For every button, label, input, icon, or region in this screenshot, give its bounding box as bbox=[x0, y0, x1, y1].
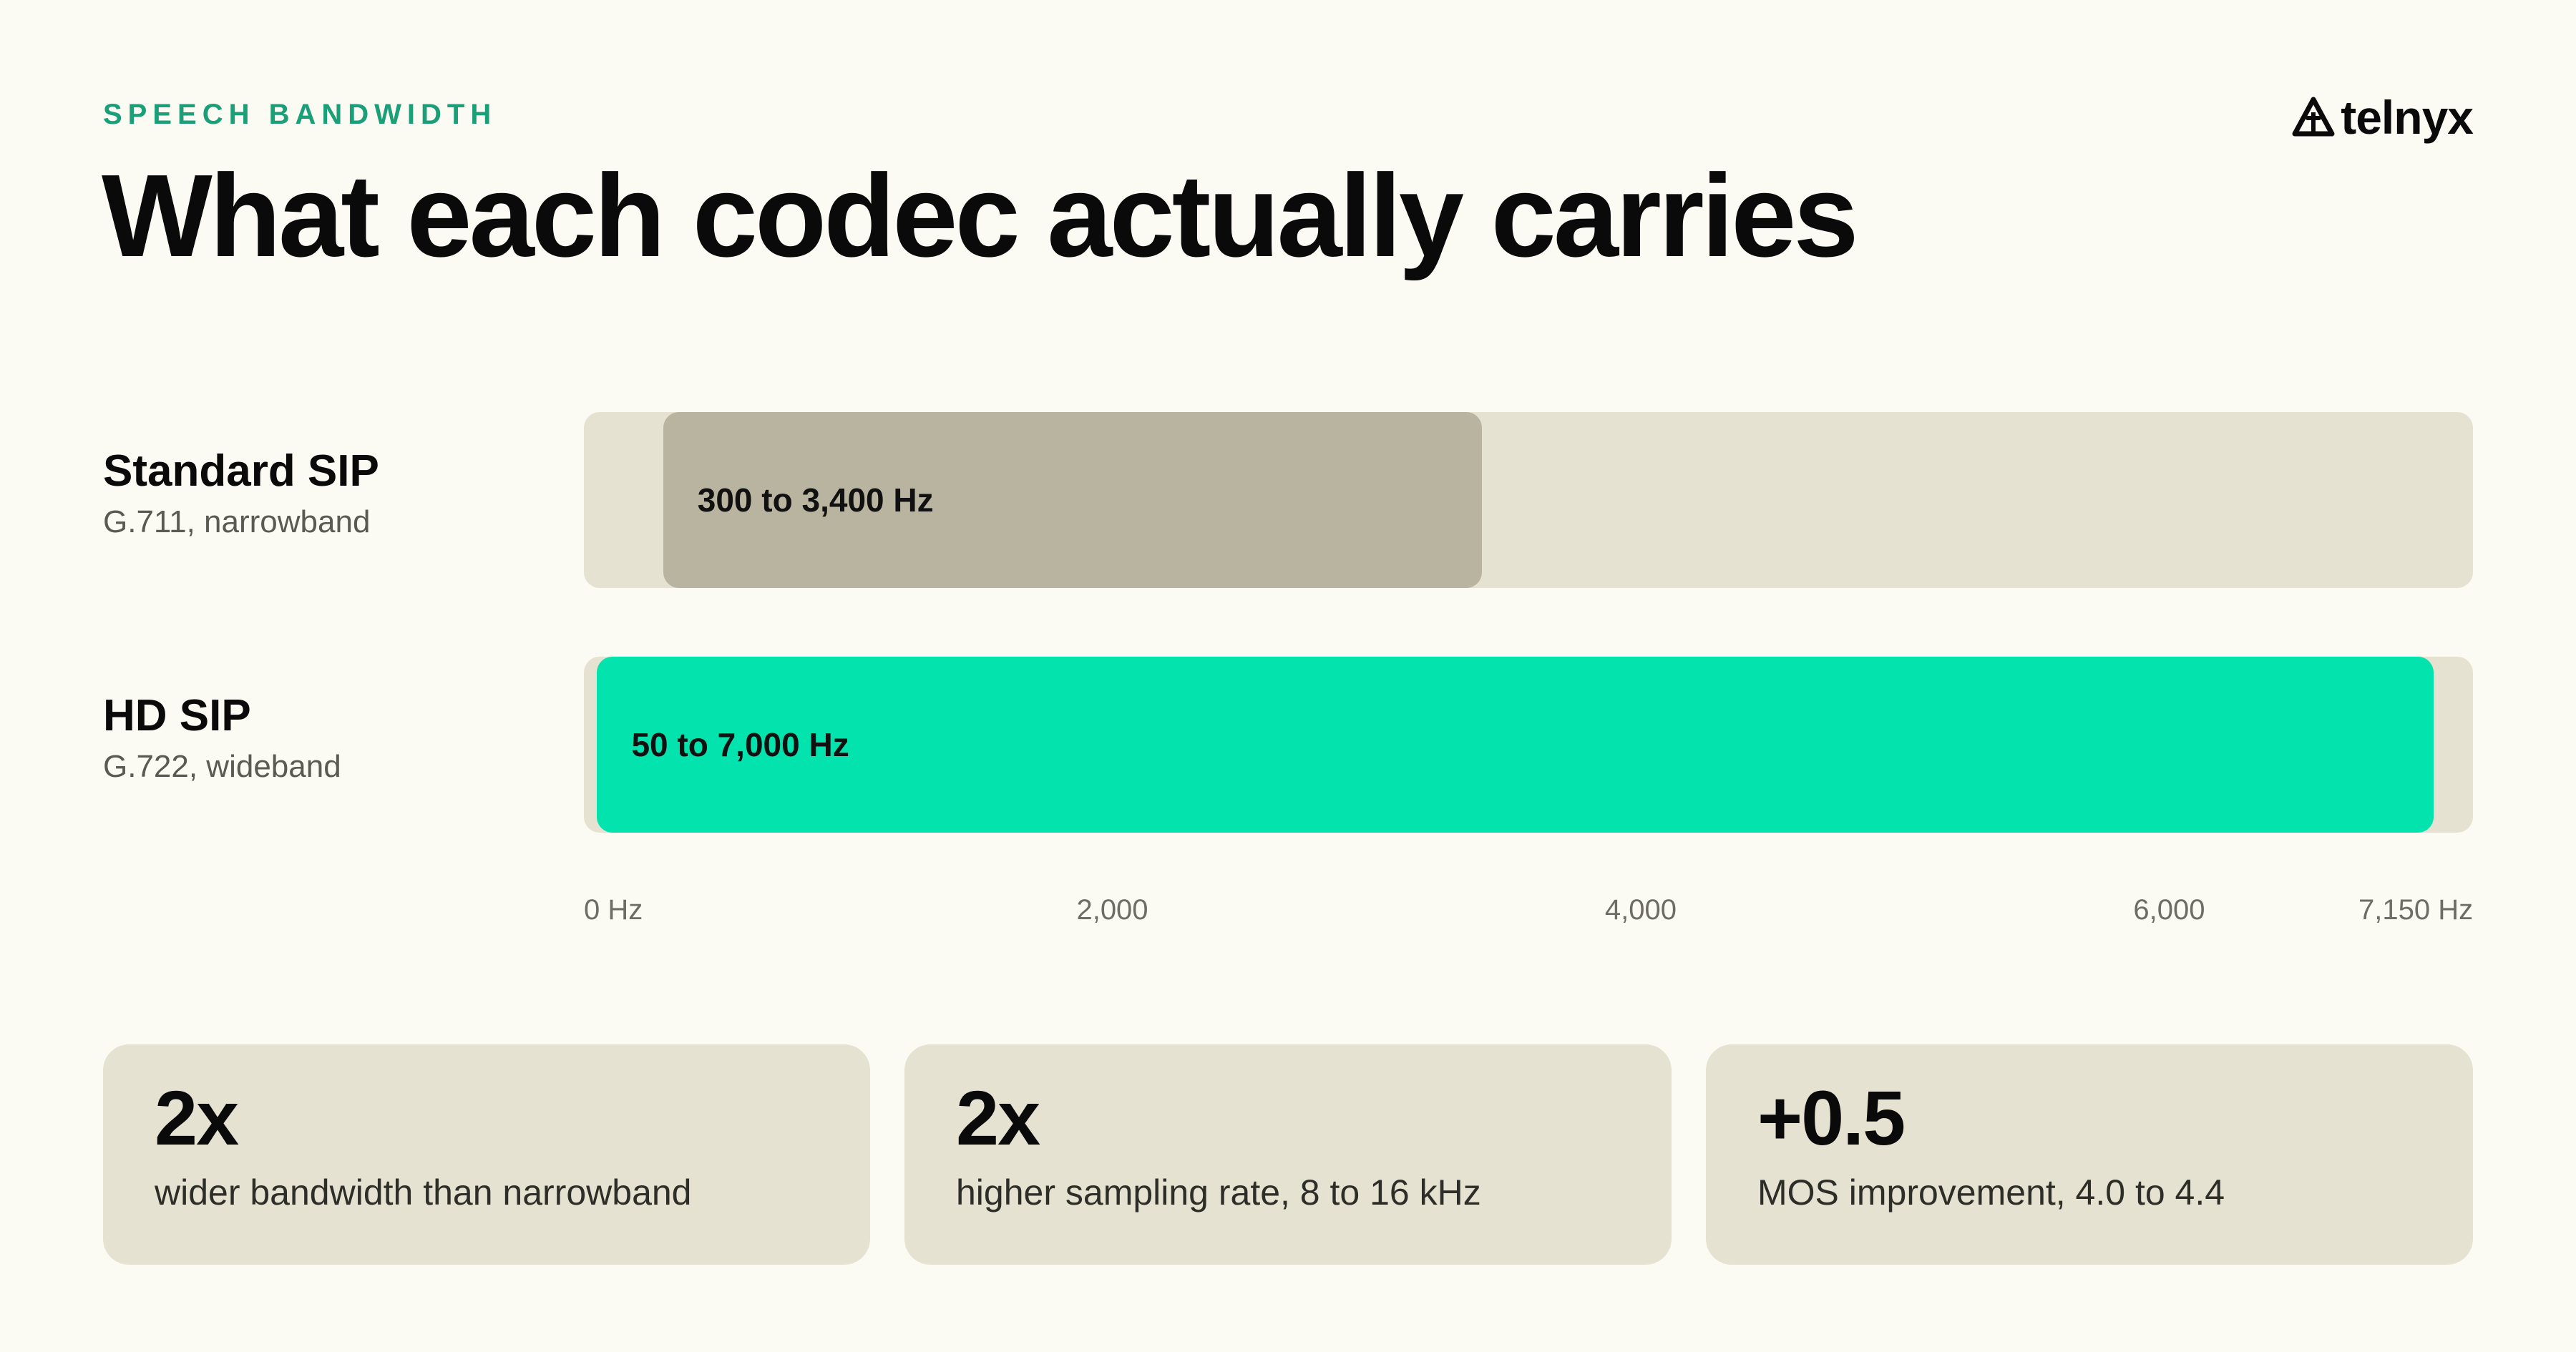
telnyx-logo: telnyx bbox=[2292, 89, 2474, 146]
stat-cards: 2x wider bandwidth than narrowband 2x hi… bbox=[103, 1044, 2473, 1265]
bar-track-hd-sip: 50 to 7,000 Hz bbox=[584, 657, 2473, 833]
x-tick-label: 4,000 bbox=[1604, 894, 1677, 926]
stat-description: wider bandwidth than narrowband bbox=[155, 1172, 692, 1213]
stat-value: 2x bbox=[155, 1074, 239, 1161]
bar-label-standard-sip: 300 to 3,400 Hz bbox=[697, 481, 934, 519]
logo-text: telnyx bbox=[2341, 91, 2474, 144]
telnyx-logo-icon bbox=[2292, 97, 2335, 137]
eyebrow-label: SPEECH BANDWIDTH bbox=[103, 99, 497, 130]
stat-card-mos: +0.5 MOS improvement, 4.0 to 4.4 bbox=[1706, 1044, 2473, 1265]
stat-description: higher sampling rate, 8 to 16 kHz bbox=[956, 1172, 1481, 1213]
bar-track-standard-sip: 300 to 3,400 Hz bbox=[584, 412, 2473, 588]
stat-card-bandwidth: 2x wider bandwidth than narrowband bbox=[103, 1044, 870, 1265]
stat-description: MOS improvement, 4.0 to 4.4 bbox=[1757, 1172, 2225, 1213]
series-subtitle: G.722, wideband bbox=[103, 749, 341, 785]
row-label-hd-sip: HD SIP G.722, wideband bbox=[103, 690, 341, 786]
row-label-standard-sip: Standard SIP G.711, narrowband bbox=[103, 445, 379, 542]
page-title: What each codec actually carries bbox=[102, 150, 1859, 281]
series-subtitle: G.711, narrowband bbox=[103, 504, 371, 540]
bar-standard-sip bbox=[663, 412, 1483, 588]
x-tick-label: 7,150 Hz bbox=[2358, 894, 2474, 926]
stat-value: 2x bbox=[956, 1074, 1040, 1161]
x-tick-label: 6,000 bbox=[2133, 894, 2205, 926]
series-name: Standard SIP bbox=[103, 446, 379, 496]
bar-hd-sip bbox=[597, 657, 2434, 833]
x-axis: 0 Hz 2,000 4,000 6,000 7,150 Hz bbox=[584, 894, 2473, 937]
stat-value: +0.5 bbox=[1757, 1074, 1906, 1161]
stat-card-sampling: 2x higher sampling rate, 8 to 16 kHz bbox=[904, 1044, 1672, 1265]
x-tick-label: 2,000 bbox=[1076, 894, 1148, 926]
series-name: HD SIP bbox=[103, 691, 251, 740]
x-tick-label: 0 Hz bbox=[584, 894, 643, 926]
bar-label-hd-sip: 50 to 7,000 Hz bbox=[631, 726, 849, 763]
